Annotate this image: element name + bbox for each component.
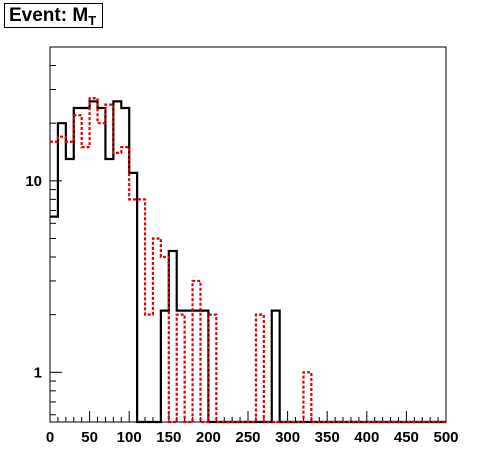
x-tick-label: 150 — [156, 429, 181, 446]
x-tick-label: 250 — [235, 429, 260, 446]
plot-frame — [49, 46, 447, 423]
chart-title-subscript: T — [88, 13, 97, 28]
x-tick-label: 400 — [354, 429, 379, 446]
y-axis: 1 10 — [25, 46, 62, 416]
x-tick-label: 100 — [117, 429, 142, 446]
x-tick-label: 450 — [394, 429, 419, 446]
chart-title: Event: M — [9, 4, 89, 26]
x-tick-label: 350 — [315, 429, 340, 446]
x-tick-label: 500 — [433, 429, 458, 446]
series-layer — [50, 97, 446, 424]
y-tick-label: 10 — [25, 173, 42, 190]
histogram-series-dotted — [50, 97, 446, 424]
x-tick-label: 0 — [46, 429, 54, 446]
x-tick-label: 300 — [275, 429, 300, 446]
x-tick-label: 200 — [196, 429, 221, 446]
x-tick-label: 50 — [81, 429, 98, 446]
y-tick-label: 1 — [34, 364, 42, 381]
